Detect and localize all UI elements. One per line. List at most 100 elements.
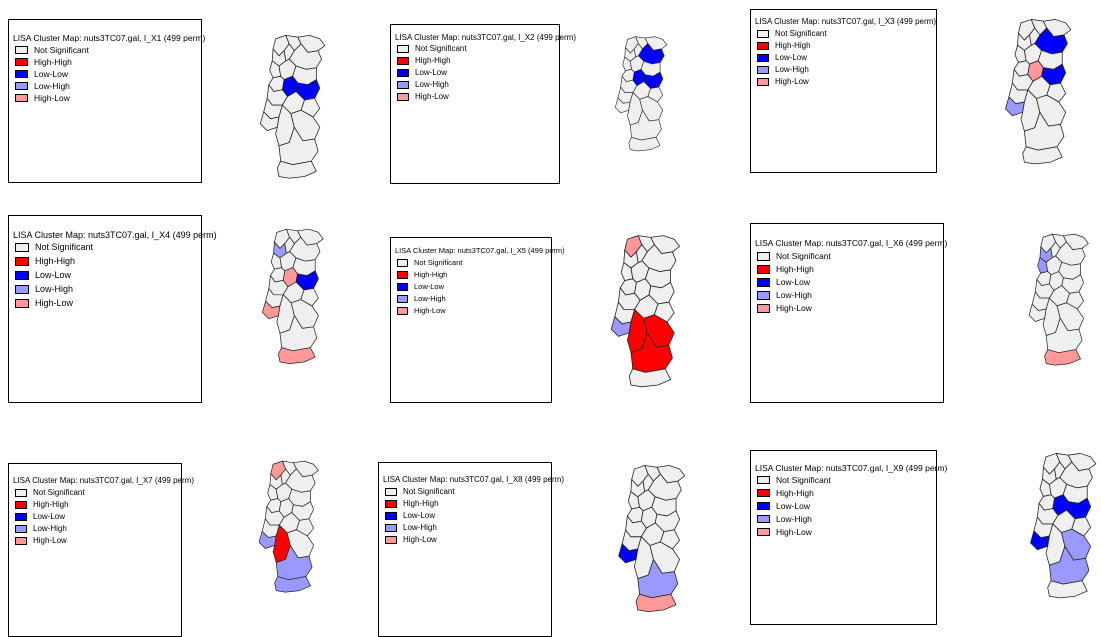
high-high-swatch — [15, 256, 29, 266]
legend-title: LISA Cluster Map: nuts3TC07.gal, I_X8 (4… — [383, 475, 564, 484]
portugal-cluster-map-x6 — [1028, 233, 1089, 366]
legend-item-high-low: High-Low — [397, 92, 449, 101]
region-nCentral — [633, 43, 643, 58]
legend-label: Not Significant — [415, 44, 467, 53]
legend-label: High-High — [35, 256, 76, 266]
legend-item-high-low: High-Low — [757, 527, 812, 537]
portugal-cluster-map-x3 — [1005, 19, 1072, 165]
legend-label: Not Significant — [34, 45, 89, 55]
legend-title: LISA Cluster Map: nuts3TC07.gal, I_X6 (4… — [755, 238, 948, 248]
legend-label: Low-Low — [33, 512, 66, 521]
legend-item-not-significant: Not Significant — [757, 251, 831, 261]
not-significant-swatch — [15, 46, 28, 54]
high-high-swatch — [757, 41, 769, 50]
legend-item-high-low: High-Low — [757, 303, 812, 313]
legend-item-low-low: Low-Low — [15, 270, 71, 280]
legend-label: Not Significant — [414, 258, 463, 267]
region-nCentral — [635, 244, 648, 264]
legend-item-low-low: Low-Low — [385, 511, 435, 520]
not-significant-swatch — [397, 258, 408, 267]
high-low-swatch — [15, 298, 29, 308]
region-south — [635, 593, 677, 613]
legend-label: High-High — [776, 264, 814, 274]
low-low-swatch — [397, 68, 409, 77]
region-south — [628, 368, 672, 388]
legend-item-high-high: High-High — [757, 264, 814, 274]
region-south — [274, 576, 311, 593]
legend-title: LISA Cluster Map: nuts3TC07.gal, I_X7 (4… — [13, 476, 194, 485]
legend-title: LISA Cluster Map: nuts3TC07.gal, I_X1 (4… — [13, 33, 206, 43]
legend-panel-x7: LISA Cluster Map: nuts3TC07.gal, I_X7 (4… — [8, 463, 194, 637]
legend-item-low-low: Low-Low — [757, 277, 810, 287]
high-high-swatch — [397, 56, 409, 65]
legend-item-high-high: High-High — [15, 500, 69, 509]
legend-panel-x5: LISA Cluster Map: nuts3TC07.gal, I_X5 (4… — [390, 237, 565, 403]
legend-item-not-significant: Not Significant — [397, 258, 462, 267]
legend-item-low-high: Low-High — [15, 81, 70, 91]
legend-label: High-Low — [33, 536, 67, 545]
legend-title: LISA Cluster Map: nuts3TC07.gal, I_X9 (4… — [755, 463, 948, 473]
high-high-swatch — [385, 499, 397, 508]
legend-label: Low-High — [775, 65, 809, 74]
legend-panel-x3: LISA Cluster Map: nuts3TC07.gal, I_X3 (4… — [750, 9, 937, 173]
legend-label: High-High — [776, 488, 814, 498]
legend-item-high-high: High-High — [757, 41, 811, 50]
legend-item-high-high: High-High — [757, 488, 814, 498]
legend-label: Not Significant — [403, 487, 455, 496]
legend-item-low-low: Low-Low — [15, 69, 68, 79]
legend-label: Low-Low — [776, 501, 811, 511]
legend-label: Low-Low — [34, 69, 69, 79]
legend-item-high-low: High-Low — [397, 306, 446, 315]
legend-item-low-low: Low-Low — [15, 512, 65, 521]
legend-label: Low-High — [776, 514, 812, 524]
legend-label: Not Significant — [776, 475, 831, 485]
legend-label: Low-Low — [403, 511, 436, 520]
region-cSE — [300, 97, 321, 118]
portugal-cluster-map-x1 — [259, 35, 326, 179]
low-low-swatch — [397, 282, 408, 291]
legend-item-high-high: High-High — [397, 56, 451, 65]
region-nCentral — [1029, 27, 1041, 46]
low-low-swatch — [757, 502, 770, 510]
region-south — [276, 160, 317, 179]
not-significant-swatch — [15, 488, 27, 497]
region-nCentral — [642, 473, 654, 492]
legend-label: Low-Low — [414, 282, 445, 291]
low-low-swatch — [757, 277, 770, 287]
low-high-swatch — [15, 524, 27, 533]
low-high-swatch — [397, 294, 408, 303]
legend-label: High-High — [414, 270, 448, 279]
region-cSE — [647, 86, 664, 103]
legend-label: High-Low — [775, 77, 809, 86]
legend-title: LISA Cluster Map: nuts3TC07.gal, I_X4 (4… — [13, 230, 217, 240]
low-high-swatch — [757, 290, 770, 300]
legend-label: Low-High — [34, 81, 70, 91]
legend-item-low-high: Low-High — [757, 514, 812, 524]
legend-item-low-high: Low-High — [757, 65, 809, 74]
legend-item-high-low: High-Low — [385, 535, 437, 544]
region-south — [1044, 349, 1081, 366]
region-nCentral — [284, 236, 295, 254]
low-low-swatch — [15, 512, 27, 521]
legend-item-high-high: High-High — [15, 256, 75, 266]
region-south — [628, 137, 661, 152]
portugal-cluster-map-x9 — [1030, 453, 1097, 599]
region-cSE — [1046, 82, 1067, 103]
legend-item-high-low: High-Low — [15, 298, 73, 308]
legend-label: High-Low — [776, 303, 812, 313]
region-cSE — [1071, 516, 1092, 537]
high-low-swatch — [757, 77, 769, 86]
high-high-swatch — [397, 270, 408, 279]
high-low-swatch — [15, 536, 27, 545]
portugal-cluster-map-x5 — [610, 235, 681, 388]
legend-item-low-low: Low-Low — [757, 53, 807, 62]
legend-label: High-High — [33, 500, 69, 509]
legend-item-high-high: High-High — [15, 57, 72, 67]
region-cSE — [296, 518, 314, 537]
legend-panel-x6: LISA Cluster Map: nuts3TC07.gal, I_X6 (4… — [750, 223, 948, 403]
legend-label: High-Low — [414, 306, 446, 315]
region-cSE — [1066, 291, 1084, 310]
low-low-swatch — [385, 511, 397, 520]
legend-title: LISA Cluster Map: nuts3TC07.gal, I_X5 (4… — [395, 246, 565, 255]
legend-title: LISA Cluster Map: nuts3TC07.gal, I_X3 (4… — [755, 17, 936, 26]
